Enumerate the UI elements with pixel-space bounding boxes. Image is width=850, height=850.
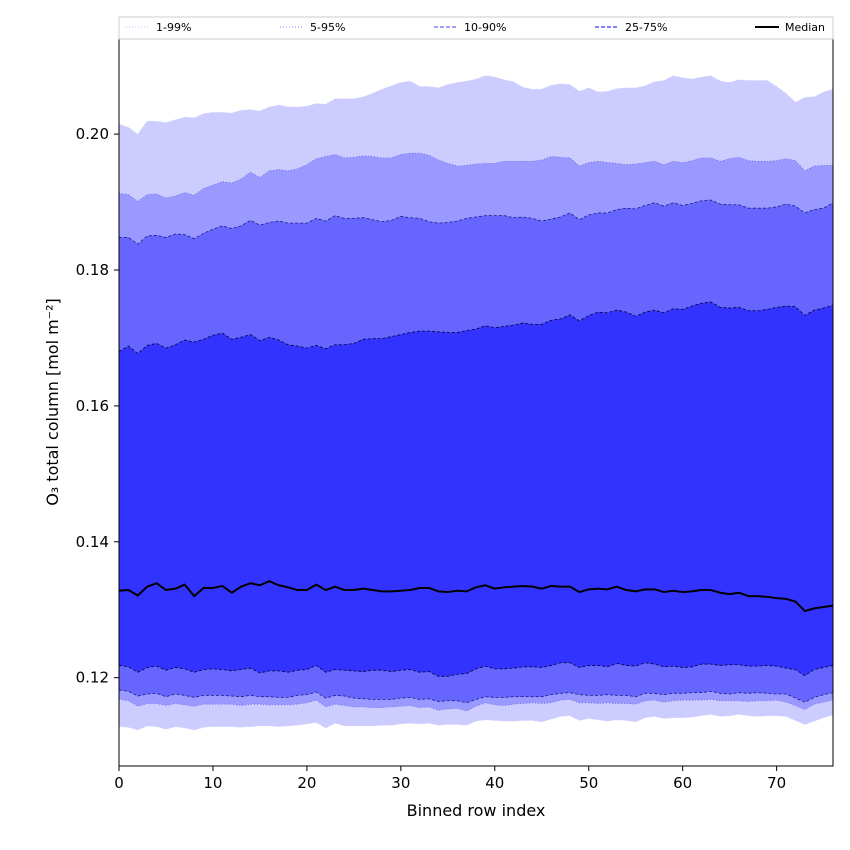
y-tick-label: 0.12	[76, 669, 109, 687]
legend-label-10-90: 10-90%	[464, 21, 506, 34]
x-axis: 0 10 20 30 40 50 60 70	[114, 766, 786, 792]
y-axis: 0.12 0.14 0.16 0.18 0.20	[76, 125, 119, 687]
band-5-95-upper-edge	[118, 152, 833, 202]
band-10-90-upper-edge	[119, 199, 834, 245]
legend-label-5-95: 5-95%	[310, 21, 345, 34]
legend-label-25-75: 25-75%	[625, 21, 667, 34]
band-1-99-lower-edge	[118, 713, 834, 731]
x-tick-label: 30	[391, 774, 410, 792]
band-25-75-lower-edge	[118, 662, 834, 677]
x-tick-label: 20	[297, 774, 316, 792]
legend-frame	[118, 16, 834, 40]
y-tick-label: 0.18	[76, 261, 109, 279]
y-tick-label: 0.20	[76, 125, 109, 143]
x-tick-label: 0	[114, 774, 124, 792]
band-25-75-upper-edge	[118, 301, 834, 355]
bands-layer	[118, 75, 834, 731]
x-tick-label: 50	[579, 774, 598, 792]
y-tick-label: 0.16	[76, 397, 109, 415]
band-10-90-lower-edge	[118, 689, 834, 704]
x-tick-label: 70	[767, 774, 786, 792]
band-25-75	[119, 301, 833, 677]
y-axis-label: O₃ total column [mol m⁻²]	[43, 298, 62, 506]
legend-label-median: Median	[785, 21, 825, 34]
x-tick-label: 60	[673, 774, 692, 792]
x-axis-label: Binned row index	[407, 801, 546, 820]
y-tick-label: 0.14	[76, 533, 109, 551]
legend-label-1-99: 1-99%	[156, 21, 191, 34]
series-line-median	[118, 580, 834, 613]
series-layer	[118, 580, 834, 613]
x-tick-label: 40	[485, 774, 504, 792]
x-tick-label: 10	[203, 774, 222, 792]
legend: 1-99% 5-95% 10-90% 25-75% Median	[118, 16, 834, 40]
